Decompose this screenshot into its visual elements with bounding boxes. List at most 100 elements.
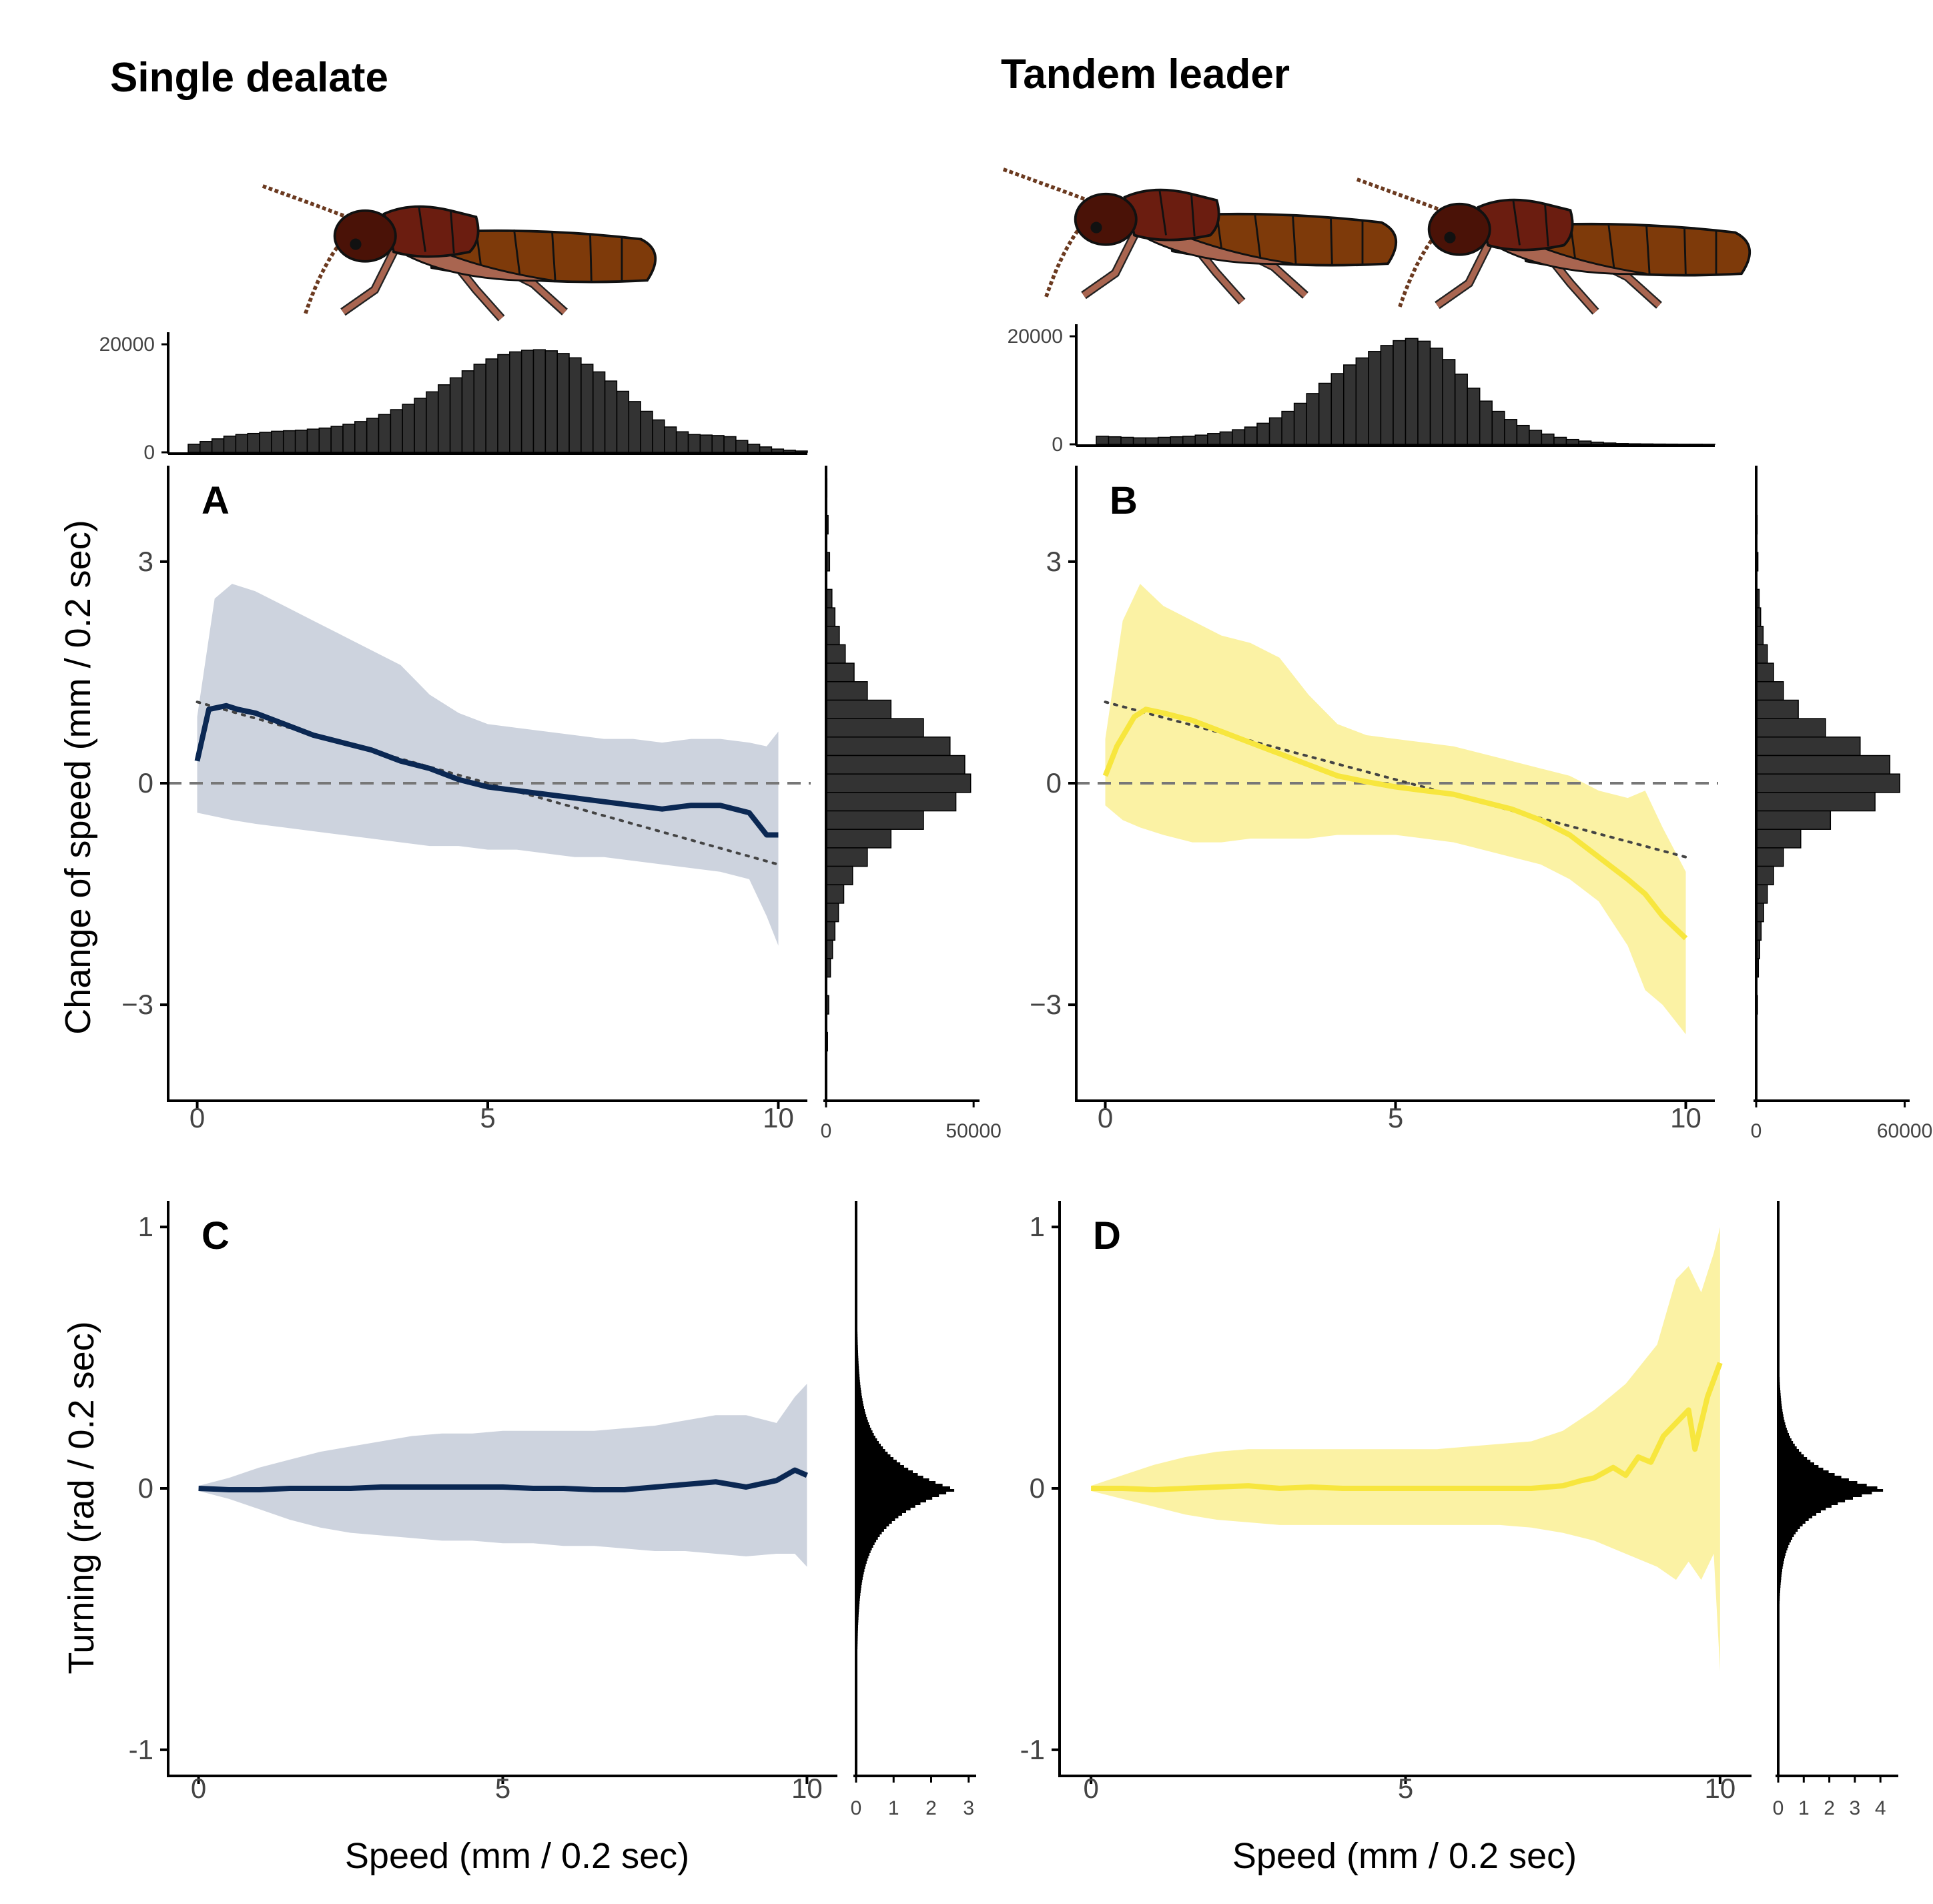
y-tick-label: −3 xyxy=(1030,989,1062,1020)
side-histogram-bar xyxy=(1778,1566,1783,1569)
side-histogram-bar xyxy=(856,1516,899,1518)
side-histogram-bar xyxy=(856,1449,885,1452)
x-tick-label: 5 xyxy=(1398,1773,1413,1804)
top-histogram-bar xyxy=(200,441,213,453)
side-histogram-bar xyxy=(825,718,924,738)
top-histogram-bar xyxy=(1479,400,1493,445)
panel-label: A xyxy=(202,479,230,522)
side-histogram-bar xyxy=(1756,847,1784,867)
side-histogram-bar xyxy=(856,1428,871,1430)
side-histogram-bar xyxy=(856,1561,867,1564)
side-histogram-bar xyxy=(856,1590,861,1593)
side-histogram-bar xyxy=(1778,1518,1809,1521)
x-tick-label: 0 xyxy=(189,1102,205,1133)
side-histogram-bar xyxy=(856,1609,859,1612)
side-histogram-bar xyxy=(1778,1484,1867,1486)
top-histogram-bar xyxy=(1504,419,1518,445)
side-histogram-bar xyxy=(856,1476,923,1478)
top-histogram-bar xyxy=(1108,436,1122,445)
top-histogram-bar xyxy=(271,430,284,453)
confidence-band xyxy=(198,1384,807,1567)
side-histogram-bar xyxy=(1778,1489,1884,1492)
side-histogram-bar xyxy=(856,1388,861,1390)
confidence-band xyxy=(1091,1227,1720,1672)
side-histogram-bar xyxy=(1778,1446,1797,1449)
side-histogram-tick-label: 4 xyxy=(1875,1797,1886,1819)
termite-pair-icon xyxy=(1002,169,1750,312)
side-histogram-bar xyxy=(856,1473,918,1476)
side-histogram-bar xyxy=(856,1548,872,1550)
side-histogram-bar xyxy=(856,1518,895,1521)
side-histogram-bar xyxy=(825,865,853,885)
side-histogram-tick-label: 3 xyxy=(1850,1797,1861,1819)
side-histogram-bar xyxy=(1778,1441,1794,1444)
top-histogram-bar xyxy=(723,436,737,453)
side-histogram-bar xyxy=(1778,1462,1814,1465)
top-histogram-bar xyxy=(449,377,463,453)
side-histogram-bar xyxy=(1778,1534,1794,1537)
side-histogram-bar xyxy=(1778,1473,1835,1476)
side-histogram-bar xyxy=(856,1374,860,1377)
side-histogram-bar xyxy=(1756,773,1900,793)
side-histogram-bar xyxy=(1778,1513,1817,1516)
side-histogram-bar xyxy=(856,1540,877,1542)
side-histogram-bar xyxy=(856,1566,865,1569)
side-histogram-bar xyxy=(1756,810,1832,830)
top-histogram-bar xyxy=(497,354,510,453)
side-histogram-bar xyxy=(825,847,868,867)
top-histogram-bar xyxy=(509,351,522,453)
top-histogram-bar xyxy=(1132,437,1146,445)
top-histogram-bar xyxy=(1157,436,1171,445)
side-histogram-bar xyxy=(856,1380,860,1382)
top-histogram-bar xyxy=(568,357,582,453)
side-histogram-bar xyxy=(856,1406,864,1409)
side-histogram-bar xyxy=(856,1460,897,1462)
side-histogram-bar xyxy=(1778,1545,1789,1548)
top-histogram-bar xyxy=(1170,436,1184,445)
top-histogram-bar xyxy=(366,418,380,453)
top-histogram-bar xyxy=(1529,430,1543,445)
side-histogram-tick-label: 3 xyxy=(963,1797,974,1819)
top-histogram-bar xyxy=(1306,393,1320,445)
top-histogram-bar xyxy=(1330,373,1344,445)
panel-b: 0 5 10 −3 0 3 B 0 20000 0 60000 xyxy=(1008,324,1932,1142)
top-histogram-bar xyxy=(1380,345,1394,445)
side-histogram-tick-label: 0 xyxy=(1751,1120,1762,1142)
top-histogram-bar xyxy=(461,370,475,453)
top-histogram-bar xyxy=(1256,422,1270,445)
top-histogram-tick-label: 20000 xyxy=(1008,326,1063,348)
side-histogram-bar xyxy=(1778,1521,1806,1524)
side-histogram-bar xyxy=(1756,792,1876,812)
top-histogram-bar xyxy=(438,384,451,453)
side-histogram-bar xyxy=(825,644,846,664)
side-histogram-bar xyxy=(1778,1398,1782,1401)
panel-label: B xyxy=(1110,479,1138,522)
top-histogram-bar xyxy=(675,431,689,453)
side-histogram-bar xyxy=(1778,1452,1802,1454)
top-histogram-bar xyxy=(330,426,344,453)
side-histogram-bar xyxy=(1778,1558,1784,1561)
side-histogram-bar xyxy=(1778,1438,1792,1441)
panel-a: 0 5 10 −3 0 3 A 0 20000 0 50000 xyxy=(99,332,1002,1142)
top-histogram-bar xyxy=(1182,436,1196,445)
side-histogram-bar xyxy=(1778,1465,1819,1468)
top-histogram-bar xyxy=(1516,424,1530,445)
side-histogram-bar xyxy=(856,1489,955,1492)
side-histogram-bar xyxy=(856,1420,868,1422)
side-histogram-bar xyxy=(856,1377,860,1380)
side-histogram-bar xyxy=(856,1574,863,1577)
side-histogram-bar xyxy=(856,1393,862,1396)
side-histogram-bar xyxy=(1778,1550,1787,1553)
top-histogram-bar xyxy=(247,432,260,453)
top-histogram-bar xyxy=(1244,426,1258,445)
side-histogram-bar xyxy=(856,1409,865,1412)
side-histogram-bar xyxy=(856,1494,939,1497)
side-histogram-bar xyxy=(856,1564,866,1566)
side-histogram-bar xyxy=(856,1510,906,1513)
top-histogram-bar xyxy=(390,409,403,453)
side-histogram-bar xyxy=(856,1414,867,1417)
side-histogram-bar xyxy=(1778,1494,1862,1497)
top-histogram-bar xyxy=(1442,359,1456,445)
side-histogram-bar xyxy=(856,1534,880,1537)
side-histogram-bar xyxy=(1778,1436,1790,1438)
